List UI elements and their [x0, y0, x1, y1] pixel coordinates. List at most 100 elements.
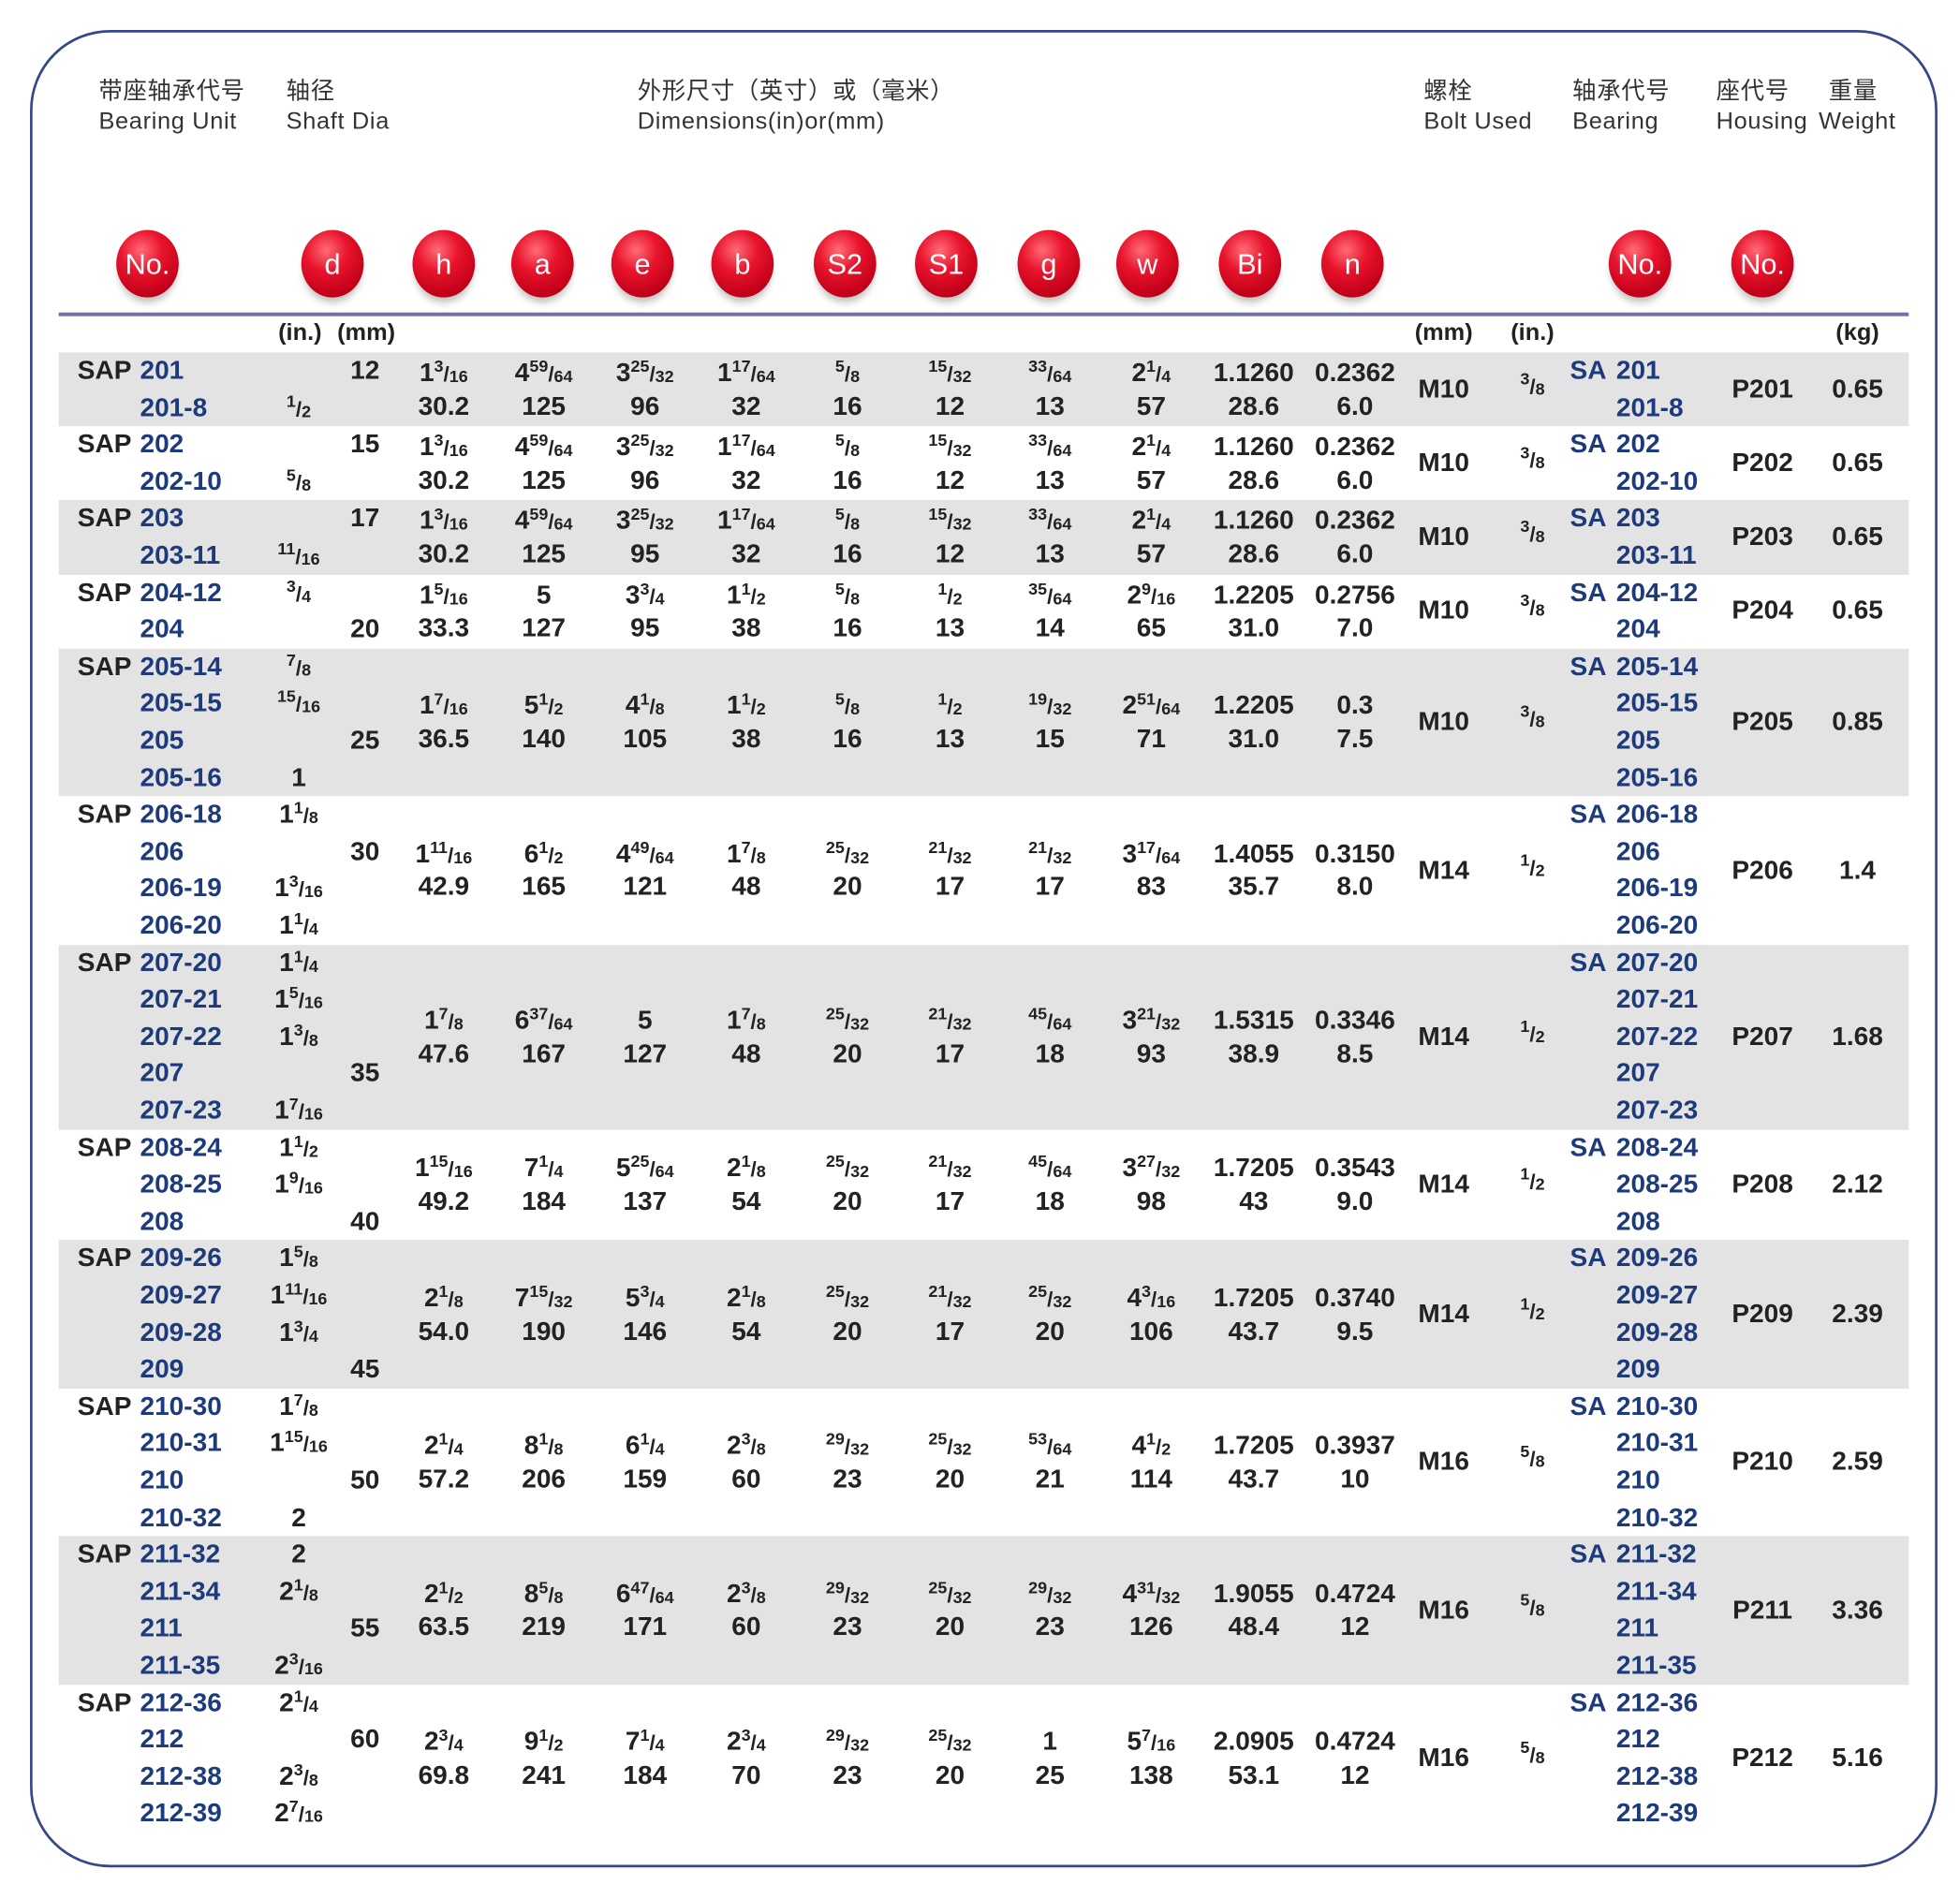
dim-g-mm: 18 [1035, 1187, 1065, 1216]
dim-b-in: 117/64 [716, 505, 775, 536]
shaft-dia-mm: 20 [350, 614, 380, 644]
unit-prefix: SAP [77, 578, 132, 608]
unit-model: 206-19 [140, 874, 222, 904]
dim-w-mm: 98 [1136, 1187, 1166, 1216]
bearing-model: 206-19 [1615, 874, 1699, 904]
dim-g-in: 45/64 [1028, 1004, 1072, 1034]
dim-s2-mm: 23 [833, 1760, 862, 1790]
unit-prefix: SAP [77, 356, 132, 386]
unit-weight: (kg) [1835, 319, 1879, 346]
dim-h-in: 15/16 [419, 579, 468, 610]
bolt-mm: M16 [1418, 1447, 1469, 1477]
housing-no: P212 [1732, 1744, 1793, 1773]
bearing-model: 211-34 [1615, 1577, 1697, 1606]
header-housing-en: Housing [1716, 109, 1808, 136]
dim-e-in: 33/4 [625, 579, 665, 610]
unit-prefix: SAP [77, 504, 132, 534]
dim-g-mm: 18 [1035, 1039, 1065, 1068]
bearing-model: 212 [1615, 1725, 1660, 1754]
dim-s1-in: 15/32 [928, 505, 972, 535]
dim-n-mm: 12 [1340, 1760, 1370, 1790]
dim-w-mm: 114 [1129, 1465, 1172, 1494]
dim-bi-in: 1.7205 [1213, 1154, 1294, 1184]
bearing-model: 206-20 [1615, 911, 1699, 940]
dim-s1-in: 15/32 [928, 357, 972, 387]
dim-s2-mm: 16 [833, 465, 862, 495]
shaft-dia-in: 1/2 [286, 391, 312, 421]
bearing-model: 209-27 [1615, 1281, 1699, 1310]
unit-model: 206-18 [140, 800, 222, 830]
bearing-model: 205 [1615, 726, 1660, 756]
bearing-prefix: SA [1569, 1391, 1607, 1421]
dim-n-mm: 9.5 [1336, 1317, 1374, 1347]
shaft-dia-in: 5/8 [286, 465, 312, 495]
header-dimensions-cn: 外形尺寸（英寸）或（毫米） [637, 79, 955, 106]
dim-h-mm: 30.2 [418, 391, 470, 421]
dim-b-in: 23/8 [726, 1578, 766, 1609]
bolt-in: 1/2 [1520, 849, 1545, 880]
shaft-dia-in: 13/4 [279, 1316, 318, 1347]
dim-bi-mm: 53.1 [1228, 1760, 1280, 1790]
housing-no: P204 [1732, 596, 1793, 626]
bolt-mm: M14 [1418, 1022, 1469, 1052]
header-bearing-cn: 轴承代号 [1572, 79, 1671, 106]
dim-w-mm: 57 [1136, 539, 1166, 569]
unit-bolt-mm: (mm) [1414, 319, 1473, 346]
dim-e-in: 325/32 [615, 357, 674, 388]
dim-w-mm: 71 [1136, 725, 1166, 754]
weight: 3.36 [1832, 1595, 1883, 1625]
dim-a-mm: 241 [522, 1760, 567, 1790]
shaft-dia-in: 11/4 [279, 946, 318, 978]
bearing-model: 212-38 [1615, 1761, 1699, 1791]
dim-w-in: 21/4 [1131, 505, 1172, 536]
dim-g-in: 35/64 [1028, 579, 1072, 609]
dim-b-in: 21/8 [726, 1152, 766, 1184]
bolt-mm: M10 [1418, 596, 1469, 626]
dim-g-in: 19/32 [1028, 689, 1072, 720]
unit-model: 205-15 [140, 688, 222, 718]
shaft-dia-in: 21/4 [279, 1686, 318, 1717]
dim-g-in: 29/32 [1028, 1578, 1072, 1608]
dim-b-mm: 32 [731, 539, 761, 569]
bolt-in: 1/2 [1520, 1164, 1545, 1194]
dim-n-mm: 7.5 [1336, 725, 1374, 754]
header-bearing-unit-en: Bearing Unit [98, 109, 238, 136]
bearing-model: 210-31 [1615, 1429, 1699, 1458]
shaft-dia-in: 17/16 [274, 1094, 323, 1126]
dim-n-mm: 8.0 [1336, 873, 1374, 902]
dim-b-mm: 32 [731, 391, 761, 421]
dim-e-mm: 127 [623, 1039, 668, 1068]
weight: 1.4 [1839, 855, 1877, 885]
dim-a-mm: 125 [522, 465, 567, 495]
unit-model: 205 [140, 726, 184, 756]
dim-bi-in: 1.1260 [1213, 433, 1294, 462]
dim-s2-in: 5/8 [834, 431, 861, 461]
shaft-dia-mm: 15 [350, 430, 380, 460]
dim-s1-mm: 17 [935, 1317, 965, 1347]
dim-h-in: 17/8 [423, 1004, 464, 1036]
dim-s2-mm: 16 [833, 613, 862, 643]
dim-n-in: 0.3543 [1315, 1154, 1395, 1184]
header-dimensions-en: Dimensions(in)or(mm) [637, 109, 885, 136]
bearing-prefix: SA [1569, 1133, 1607, 1162]
dim-b-in: 117/64 [716, 431, 775, 462]
unit-model: 210-31 [140, 1429, 222, 1458]
bolt-in: 5/8 [1520, 1590, 1545, 1620]
dim-s2-in: 25/32 [825, 837, 870, 868]
bearing-model: 207-21 [1615, 985, 1699, 1014]
dim-h-in: 13/16 [419, 357, 468, 388]
dim-b-in: 17/8 [726, 837, 766, 869]
dim-b-in: 23/4 [726, 1726, 766, 1757]
weight: 0.65 [1832, 596, 1883, 626]
dim-e-in: 647/64 [615, 1578, 674, 1609]
bolt-in: 3/8 [1520, 443, 1545, 473]
dim-s2-mm: 23 [833, 1612, 862, 1642]
shaft-dia-mm: 17 [350, 504, 380, 534]
header-divider [58, 312, 1909, 316]
unit-prefix: SAP [77, 1539, 132, 1569]
dim-h-mm: 42.9 [418, 873, 470, 902]
shaft-dia-in: 11/4 [279, 909, 318, 940]
dim-w-in: 43/16 [1127, 1281, 1176, 1313]
shaft-dia-in: 11/16 [277, 539, 320, 569]
housing-no: P205 [1732, 707, 1793, 737]
